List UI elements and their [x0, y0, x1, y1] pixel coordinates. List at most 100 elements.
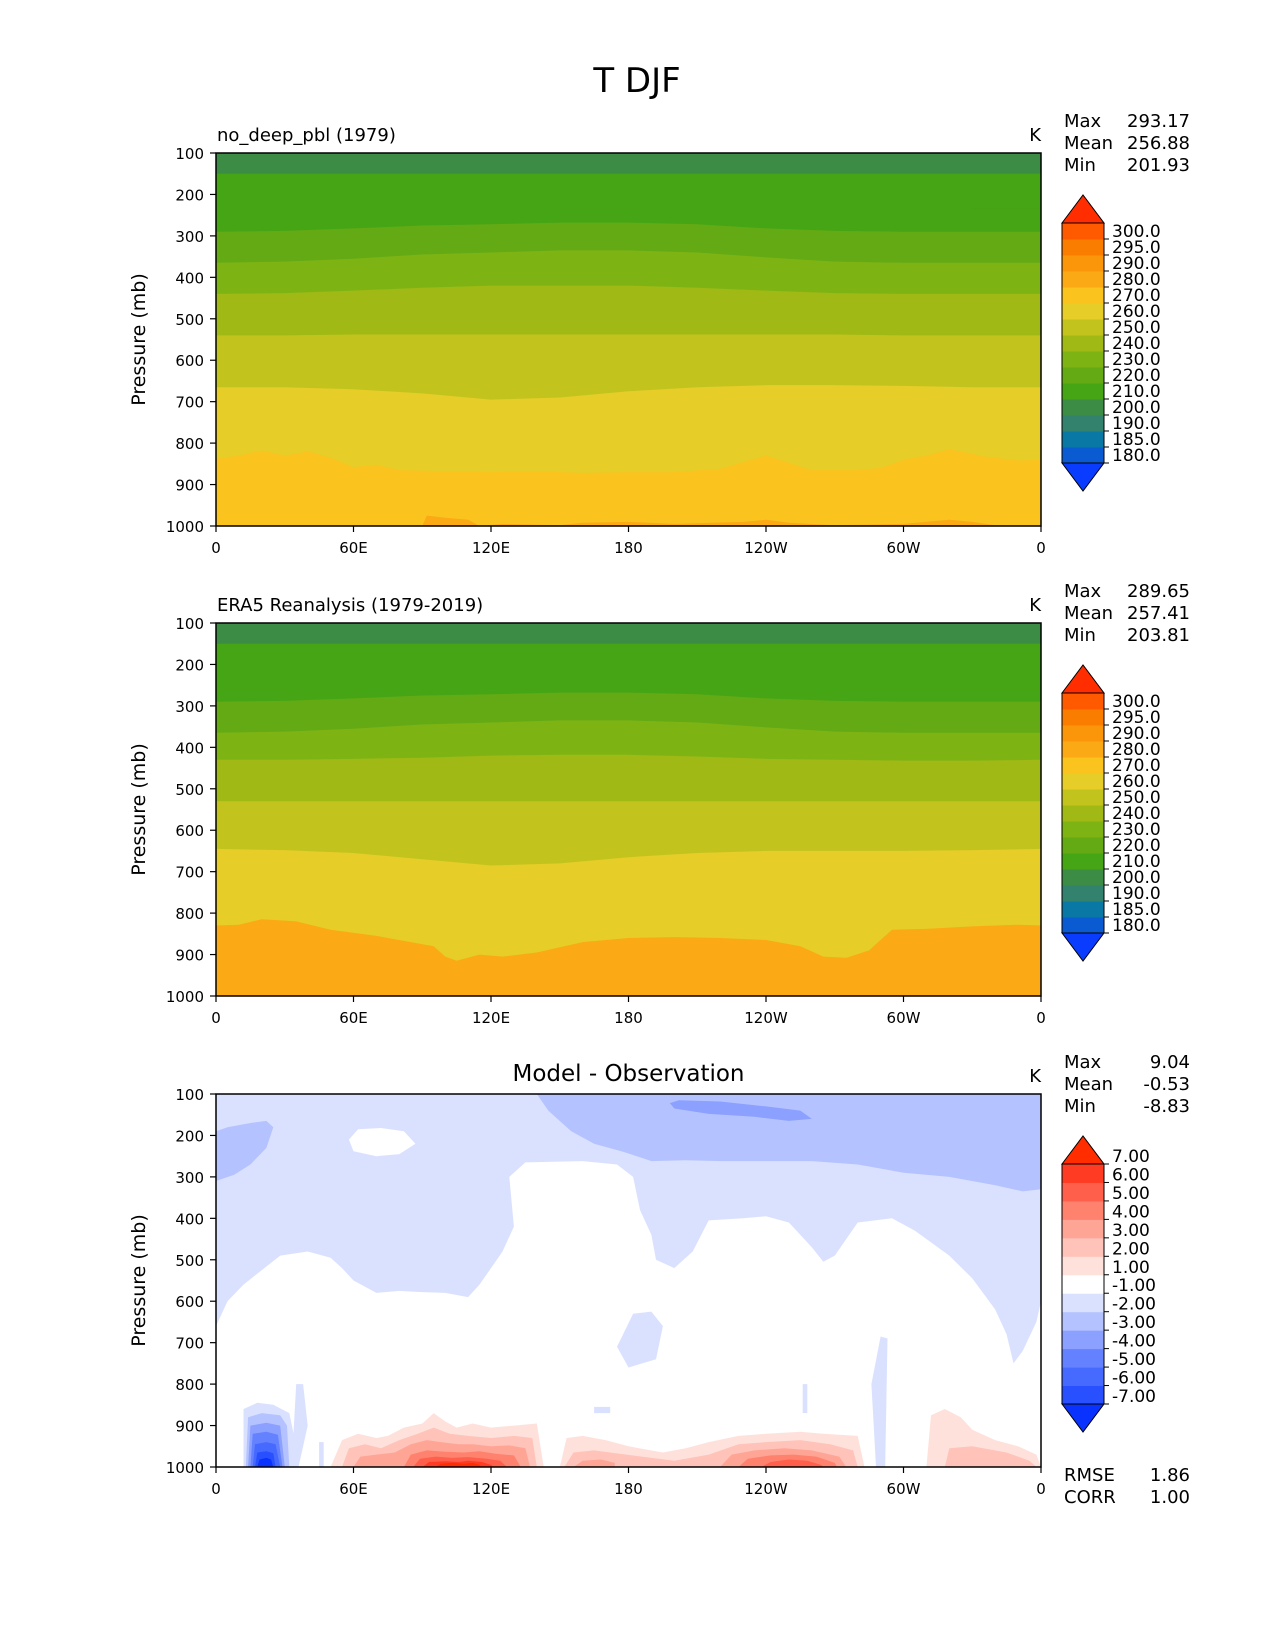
colorbar-swatch — [1062, 789, 1104, 806]
y-tick-label: 400 — [175, 739, 204, 757]
x-tick-label: 120W — [744, 1009, 788, 1027]
colorbar-tick-label: 290.0 — [1112, 724, 1161, 744]
panel-title: ERA5 Reanalysis (1979-2019) — [217, 595, 483, 616]
contour-region — [436, 1462, 482, 1467]
y-tick-label: 400 — [175, 269, 204, 287]
colorbar-tick-label: 220.0 — [1112, 836, 1161, 856]
y-tick-label: 500 — [175, 781, 204, 799]
colorbar: 180.0185.0190.0200.0210.0220.0230.0240.0… — [1061, 194, 1161, 492]
colorbar-tick-label: 270.0 — [1112, 286, 1161, 306]
colorbar-tick-label: 230.0 — [1112, 820, 1161, 840]
x-tick-label: 60W — [887, 1480, 921, 1498]
colorbar-swatch — [1062, 1385, 1104, 1405]
colorbar-tick-label: 190.0 — [1112, 884, 1161, 904]
colorbar-swatch — [1062, 1164, 1104, 1183]
y-axis-label: Pressure (mb) — [128, 743, 150, 876]
colorbar-tick-label: 4.00 — [1112, 1202, 1150, 1222]
colorbar-swatch — [1062, 837, 1104, 854]
plot-area — [216, 153, 1041, 526]
stat-value: 9.04 — [1150, 1052, 1190, 1073]
stat-value: 257.41 — [1127, 603, 1190, 624]
colorbar-outline — [1061, 222, 1105, 464]
x-tick-label: 180 — [614, 1009, 643, 1027]
colorbar-tick-label: -7.00 — [1112, 1387, 1156, 1407]
x-tick-label: 120E — [472, 539, 510, 557]
colorbar-swatch — [1062, 1311, 1104, 1331]
stat-value: -0.53 — [1143, 1074, 1190, 1095]
contour-region — [257, 1457, 274, 1467]
colorbar-swatch — [1062, 1293, 1104, 1313]
colorbar-swatch — [1062, 917, 1104, 934]
colorbar-tick-label: -1.00 — [1112, 1276, 1156, 1296]
colorbar-tick-label: 3.00 — [1112, 1221, 1150, 1241]
figure-title: T DJF — [592, 61, 680, 101]
units-label: K — [1029, 125, 1042, 146]
colorbar-tick-label: 240.0 — [1112, 334, 1161, 354]
colorbar-swatch — [1062, 255, 1104, 272]
stat-label: Min — [1064, 155, 1096, 176]
x-tick-label: 0 — [1036, 1009, 1046, 1027]
colorbar-swatch — [1062, 757, 1104, 774]
colorbar-swatch — [1062, 1219, 1104, 1239]
colorbar-swatch — [1062, 1330, 1104, 1350]
x-tick-label: 120E — [472, 1480, 510, 1498]
colorbar-tick-label: -4.00 — [1112, 1332, 1156, 1352]
y-tick-label: 800 — [175, 905, 204, 923]
stat-label: Min — [1064, 1096, 1096, 1117]
x-tick-label: 0 — [1036, 539, 1046, 557]
colorbar-swatch — [1062, 383, 1104, 400]
y-tick-label: 200 — [175, 186, 204, 204]
stat-value: 289.65 — [1127, 581, 1190, 602]
colorbar-tick-label: 295.0 — [1112, 238, 1161, 258]
y-tick-label: 600 — [175, 352, 204, 370]
colorbar-swatch — [1062, 1367, 1104, 1387]
x-tick-label: 60W — [887, 539, 921, 557]
colorbar-swatch — [1062, 741, 1104, 758]
contour-region — [216, 1120, 274, 1181]
colorbar-tick-label: -5.00 — [1112, 1350, 1156, 1370]
stat-value: -8.83 — [1143, 1096, 1190, 1117]
colorbar-swatch — [1062, 885, 1104, 902]
y-tick-label: 100 — [175, 145, 204, 163]
colorbar-tick-label: 220.0 — [1112, 366, 1161, 386]
colorbar-tick-label: 200.0 — [1112, 398, 1161, 418]
y-tick-label: 300 — [175, 698, 204, 716]
y-tick-label: 600 — [175, 822, 204, 840]
colorbar-tick-label: 180.0 — [1112, 446, 1161, 466]
colorbar-tick-label: 290.0 — [1112, 254, 1161, 274]
stat-value: 203.81 — [1127, 625, 1190, 646]
x-tick-label: 0 — [1036, 1480, 1046, 1498]
colorbar: 180.0185.0190.0200.0210.0220.0230.0240.0… — [1061, 664, 1161, 962]
colorbar-tick-label: 300.0 — [1112, 222, 1161, 242]
stat-label: Max — [1064, 581, 1102, 602]
colorbar-extend-max — [1061, 664, 1105, 694]
colorbar-swatch — [1062, 351, 1104, 368]
colorbar-tick-label: 1.00 — [1112, 1258, 1150, 1278]
y-axis-label: Pressure (mb) — [128, 1214, 150, 1347]
colorbar-swatch — [1062, 223, 1104, 240]
colorbar-tick-label: 210.0 — [1112, 382, 1161, 402]
colorbar-swatch — [1062, 1274, 1104, 1294]
panel-model: 100 200 300 400 500 600 700 800 900 1000 0 60E 120E 1… — [128, 111, 1190, 557]
y-tick-label: 900 — [175, 947, 204, 965]
y-axis-label: Pressure (mb) — [128, 273, 150, 406]
contour-region — [669, 1100, 812, 1121]
units-label: K — [1029, 595, 1042, 616]
colorbar-swatch — [1062, 725, 1104, 742]
colorbar-swatch — [1062, 319, 1104, 336]
stat-label: CORR — [1064, 1487, 1116, 1508]
colorbar-tick-label: 280.0 — [1112, 740, 1161, 760]
y-tick-label: 1000 — [166, 518, 204, 536]
y-tick-label: 600 — [175, 1293, 204, 1311]
colorbar-extend-min — [1061, 932, 1105, 962]
colorbar-swatch — [1062, 1256, 1104, 1276]
contour-region — [761, 1459, 824, 1467]
panel-difference: 100 200 300 400 500 600 700 800 900 1000 0 60E 120E 1… — [128, 1052, 1190, 1508]
colorbar-swatch — [1062, 239, 1104, 256]
x-tick-label: 120E — [472, 1009, 510, 1027]
y-tick-label: 100 — [175, 1086, 204, 1104]
colorbar-tick-label: 5.00 — [1112, 1184, 1150, 1204]
stat-label: Max — [1064, 1052, 1102, 1073]
y-tick-label: 900 — [175, 477, 204, 495]
stat-label: RMSE — [1064, 1465, 1115, 1486]
